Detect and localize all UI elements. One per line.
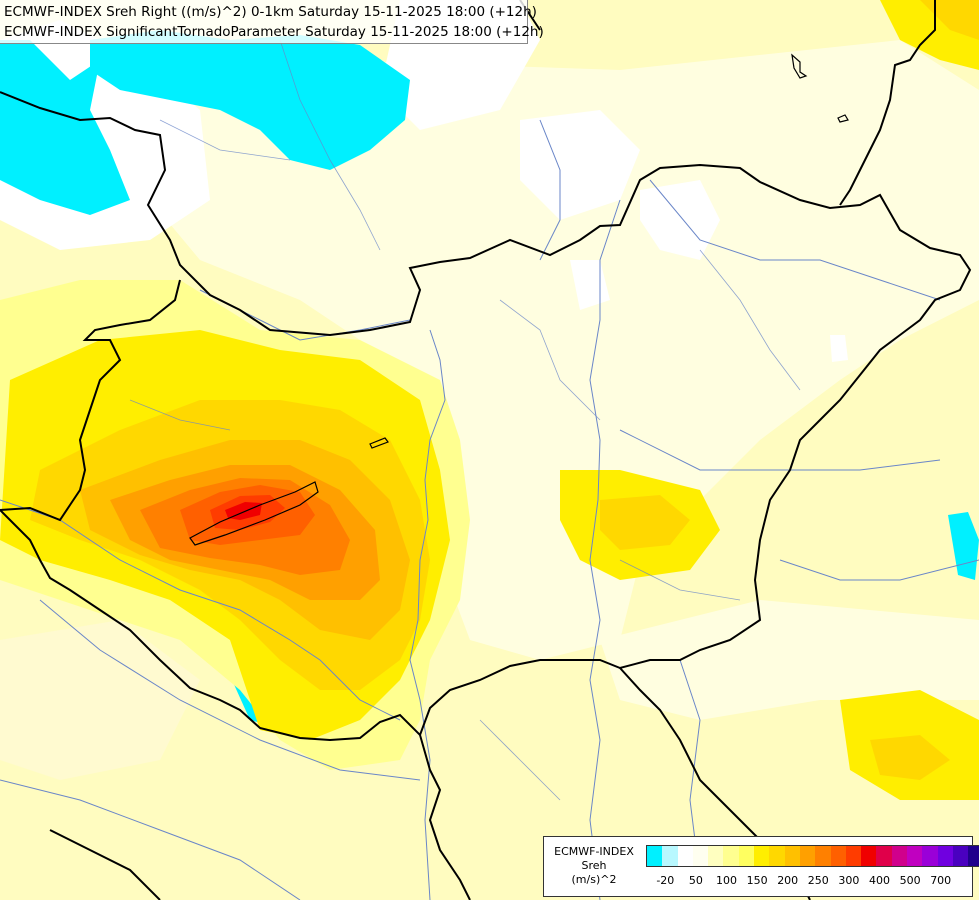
legend-swatch <box>922 846 938 866</box>
legend-swatch <box>830 846 846 866</box>
region-lines <box>129 39 801 801</box>
legend-tick-label: 150 <box>746 874 768 887</box>
legend-label: ECMWF-INDEX Sreh (m/s)^2 <box>548 845 640 887</box>
legend-swatch <box>708 846 724 866</box>
legend-tick-label: -20 <box>656 874 675 887</box>
legend-swatch <box>677 846 693 866</box>
legend-swatch <box>738 846 755 866</box>
field-pale <box>0 40 979 780</box>
legend-swatch <box>815 846 831 866</box>
river-lines <box>0 119 979 900</box>
legend-tick-label: 100 <box>716 874 737 887</box>
legend-swatches <box>646 845 979 867</box>
map-title: ECMWF-INDEX Sreh Right ((m/s)^2) 0-1km S… <box>0 0 544 44</box>
field-yellow <box>0 0 979 800</box>
legend-tick-label: 50 <box>688 874 703 887</box>
legend-swatch <box>952 846 969 866</box>
legend-swatch <box>861 846 877 866</box>
legend-swatch <box>647 846 663 866</box>
legend-swatch <box>876 846 892 866</box>
legend-tick-label: 200 <box>777 874 799 887</box>
legend-source: ECMWF-INDEX <box>554 845 634 858</box>
legend-swatch <box>907 846 923 866</box>
legend-tick-label: 300 <box>838 874 860 887</box>
legend-tick-label: 400 <box>869 874 890 887</box>
legend-swatch <box>799 846 816 866</box>
lake-outlines <box>189 53 849 546</box>
legend-swatch <box>937 846 953 866</box>
legend-tick-label: 700 <box>930 874 952 887</box>
legend-swatch <box>723 846 739 866</box>
legend-tick-label: 500 <box>899 874 921 887</box>
legend-tick-label: 250 <box>807 874 829 887</box>
legend-swatch <box>968 846 979 866</box>
legend-swatch <box>769 846 785 866</box>
legend-swatch <box>662 846 678 866</box>
legend-swatch <box>692 846 709 866</box>
legend-unit: (m/s)^2 <box>571 873 617 886</box>
legend-swatch <box>845 846 862 866</box>
title-line-1: ECMWF-INDEX Sreh Right ((m/s)^2) 0-1km S… <box>4 4 537 20</box>
legend-swatch <box>891 846 908 866</box>
legend-variable: Sreh <box>581 859 607 872</box>
legend-ticks: -20 50 100 150 200 250 300 400 500 700 <box>646 874 968 888</box>
colorbar-legend: ECMWF-INDEX Sreh (m/s)^2 -20 50 100 150 200 2… <box>543 836 979 897</box>
legend-swatch <box>784 846 800 866</box>
title-line-2: ECMWF-INDEX SignificantTornadoParameter … <box>4 24 544 40</box>
legend-swatch <box>754 846 770 866</box>
